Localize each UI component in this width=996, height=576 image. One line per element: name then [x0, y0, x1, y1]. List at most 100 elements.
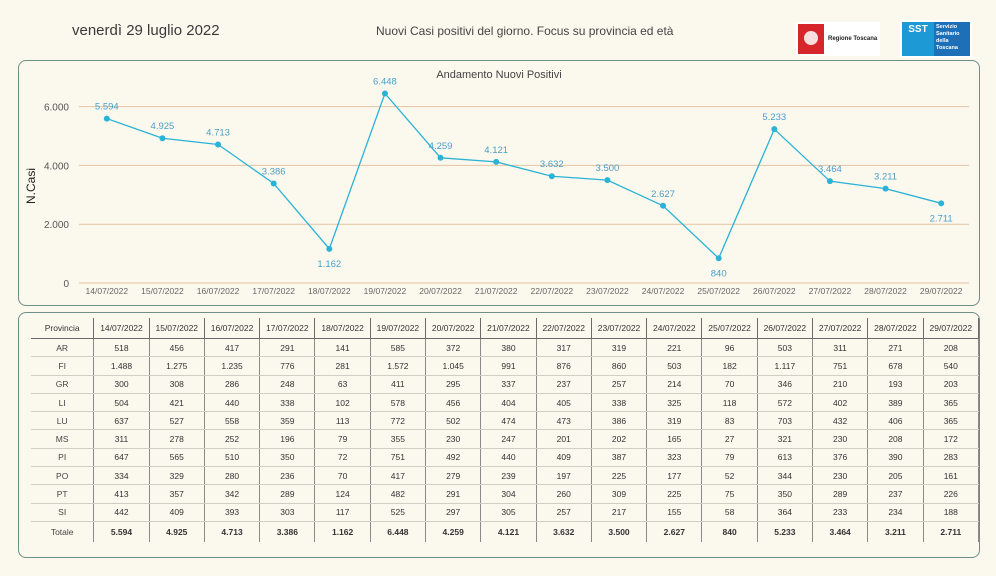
table-row: MS 311 278 252 196 79 355 230 247 201 202 165 27 321 2… [31, 429, 980, 449]
table-cell: 502 [425, 411, 482, 431]
table-cell: 308 [149, 375, 205, 394]
table-cell: 346 [757, 375, 814, 394]
table-cell: 58 [701, 503, 758, 522]
table-cell: 155 [646, 503, 703, 522]
header-province: Provincia [31, 318, 95, 339]
table-cell: 72 [314, 448, 371, 468]
table-cell: 161 [923, 466, 980, 486]
total-cell: 3.500 [591, 520, 648, 542]
table-cell: 289 [259, 484, 316, 504]
data-label: 3.500 [596, 163, 620, 174]
table-row: SI 442 409 393 303 117 525 297 305 257 217 155 58 364… [31, 503, 980, 522]
province-name: MS [31, 429, 95, 449]
table-cell: 350 [757, 484, 814, 504]
table-cell: 230 [812, 429, 869, 449]
y-tick-label: 6.000 [44, 103, 69, 114]
data-point [326, 245, 333, 252]
data-point [270, 180, 277, 187]
table-cell: 578 [370, 393, 427, 413]
table-cell: 118 [701, 393, 758, 413]
data-label: 3.464 [818, 164, 842, 175]
table-cell: 613 [757, 448, 814, 468]
y-axis-label: N.Casi [24, 168, 38, 204]
total-cell: 3.211 [867, 520, 924, 542]
table-cell: 201 [536, 429, 592, 449]
column-header: 15/07/2022 [149, 318, 205, 339]
table-cell: 1.235 [204, 356, 261, 376]
table-cell: 440 [480, 448, 537, 468]
line-chart: Andamento Nuovi Positivi N.Casi 0 2.000 4.… [24, 69, 969, 296]
table-cell: 319 [591, 338, 648, 358]
x-tick-label: 26/07/2022 [753, 286, 796, 296]
data-label: 3.211 [874, 172, 897, 183]
table-row: LU 637 527 558 359 113 772 502 474 473 386 319 83 703… [31, 411, 980, 431]
data-label: 4.925 [151, 121, 175, 132]
table-cell: 210 [812, 375, 869, 394]
table-cell: 117 [314, 503, 371, 522]
table-cell: 338 [591, 393, 648, 413]
data-point [548, 173, 555, 180]
total-cell: 5.594 [93, 520, 150, 542]
province-name: LI [31, 393, 95, 413]
x-tick-label: 19/07/2022 [364, 286, 407, 296]
chart-panel: Andamento Nuovi Positivi N.Casi 0 2.000 4.… [18, 60, 980, 306]
table-cell: 329 [149, 466, 205, 486]
table-cell: 703 [757, 411, 814, 431]
table-cell: 230 [425, 429, 482, 449]
table-cell: 380 [480, 338, 537, 358]
table-cell: 1.045 [425, 356, 482, 376]
province-name: PT [31, 484, 95, 504]
table-cell: 510 [204, 448, 261, 468]
column-header: 27/07/2022 [812, 318, 869, 339]
table-cell: 279 [425, 466, 482, 486]
table-cell: 172 [923, 429, 980, 449]
table-cell: 291 [259, 338, 316, 358]
table-cell: 283 [923, 448, 980, 468]
data-point [882, 185, 889, 192]
column-header: 21/07/2022 [480, 318, 537, 339]
table-cell: 196 [259, 429, 316, 449]
x-tick-label: 20/07/2022 [419, 286, 462, 296]
table-cell: 387 [591, 448, 648, 468]
table-cell: 233 [812, 503, 869, 522]
table-cell: 390 [867, 448, 924, 468]
table-cell: 338 [259, 393, 316, 413]
table-cell: 291 [425, 484, 482, 504]
series-line [106, 92, 942, 260]
table-cell: 27 [701, 429, 758, 449]
sst-logo: SST Servizio Sanitario della Toscana [900, 20, 972, 58]
table-cell: 503 [757, 338, 814, 358]
regione-toscana-logo: Regione Toscana [796, 22, 880, 56]
data-label: 5.594 [95, 102, 119, 113]
pegasus-flag-icon [798, 24, 824, 54]
total-cell: 3.386 [259, 520, 316, 542]
column-header: 24/07/2022 [646, 318, 703, 339]
table-cell: 440 [204, 393, 261, 413]
data-point [604, 177, 611, 184]
table-cell: 772 [370, 411, 427, 431]
table-cell: 113 [314, 411, 371, 431]
table-cell: 334 [93, 466, 150, 486]
data-point [493, 158, 500, 165]
total-cell: 2.627 [646, 520, 703, 542]
table-cell: 75 [701, 484, 758, 504]
total-cell: 2.711 [923, 520, 980, 542]
data-point [437, 154, 444, 161]
table-cell: 257 [591, 375, 648, 394]
table-cell: 1.572 [370, 356, 427, 376]
table-cell: 311 [93, 429, 150, 449]
province-name: LU [31, 411, 95, 431]
province-name: GR [31, 375, 95, 394]
table-cell: 141 [314, 338, 371, 358]
table-cell: 278 [149, 429, 205, 449]
data-label: 2.627 [651, 189, 675, 200]
data-point [660, 202, 667, 209]
table-cell: 572 [757, 393, 814, 413]
table-cell: 364 [757, 503, 814, 522]
table-cell: 96 [701, 338, 758, 358]
total-cell: 3.464 [812, 520, 869, 542]
table-cell: 52 [701, 466, 758, 486]
column-header: 22/07/2022 [536, 318, 592, 339]
data-label: 6.448 [373, 76, 397, 87]
table-cell: 217 [591, 503, 648, 522]
